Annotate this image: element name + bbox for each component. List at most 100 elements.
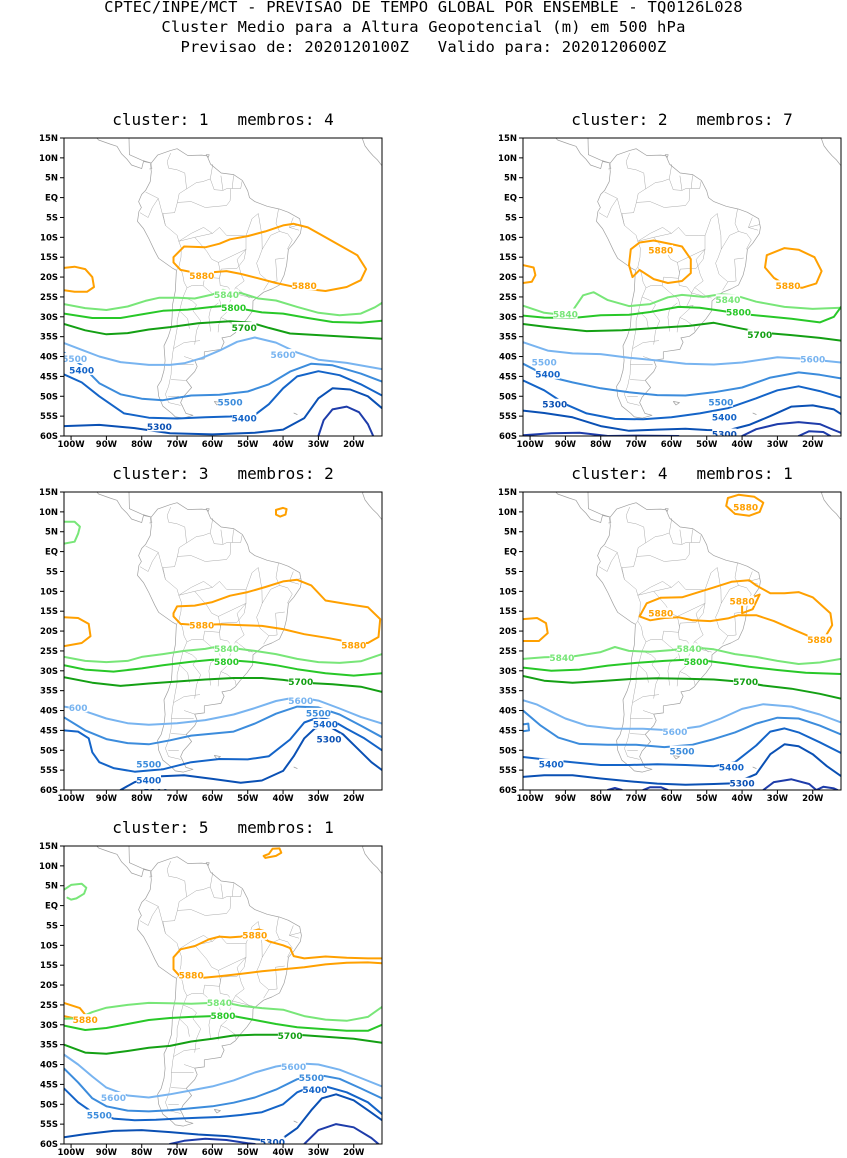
- country-border: [186, 872, 214, 898]
- geopotential-contour: [257, 934, 382, 960]
- lon-tick-label: 80W: [131, 1148, 153, 1158]
- contour-label: 5840: [549, 654, 574, 664]
- africa-coastline: [362, 492, 382, 521]
- contour-label-bg: [539, 758, 564, 769]
- country-border: [177, 188, 232, 208]
- contour-label: 5500: [708, 399, 733, 409]
- contour-label-bg: [726, 306, 751, 317]
- geopotential-contour: [762, 778, 818, 790]
- country-border: [183, 650, 197, 660]
- contour-label-bg: [64, 353, 87, 364]
- south-america-coastline: [137, 502, 302, 773]
- country-border: [608, 162, 612, 170]
- country-border: [721, 585, 739, 604]
- lat-tick-label: 50S: [40, 1100, 58, 1110]
- central-america-coastline: [96, 846, 152, 877]
- island-coastline: [148, 125, 155, 127]
- country-border: [149, 516, 153, 524]
- lat-tick-label: 30S: [40, 313, 58, 323]
- contour-label: 5600: [271, 351, 296, 361]
- country-border: [679, 175, 683, 191]
- lon-tick-label: 90W: [555, 794, 577, 804]
- lat-tick-label: 5S: [505, 213, 517, 223]
- geopotential-contour: [523, 699, 841, 732]
- contour-label: 5400: [535, 371, 560, 381]
- lat-tick-label: 25S: [499, 293, 517, 303]
- geopotential-contour: [64, 676, 382, 693]
- lat-tick-label: 20S: [40, 627, 58, 637]
- lat-tick-label: 35S: [40, 687, 58, 697]
- geopotential-contour: [523, 264, 537, 284]
- country-border: [289, 227, 300, 231]
- geopotential-contour: [169, 1137, 256, 1144]
- island-coastline: [664, 508, 669, 512]
- contour-label-bg: [553, 308, 578, 319]
- contour-label-bg: [232, 412, 257, 423]
- lon-tick-label: 20W: [802, 440, 824, 450]
- lon-tick-label: 30W: [308, 1148, 330, 1158]
- panel-title: cluster: 2 membros: 7: [571, 110, 793, 129]
- contour-label-bg: [729, 595, 755, 606]
- contour-label: 5800: [221, 304, 246, 314]
- country-border: [194, 213, 259, 238]
- lon-tick-label: 50W: [696, 440, 718, 450]
- lat-tick-label: EQ: [504, 548, 517, 558]
- geopotential-contour: [523, 722, 530, 733]
- geopotential-contour: [523, 362, 841, 397]
- contour-label: 5400: [539, 760, 564, 770]
- country-border: [624, 579, 680, 633]
- lon-tick-label: 50W: [237, 794, 259, 804]
- country-border: [632, 694, 660, 703]
- lon-tick-label: 90W: [555, 440, 577, 450]
- lat-tick-label: 55S: [40, 412, 58, 422]
- lat-tick-label: 10N: [39, 154, 58, 164]
- contour-label: 5700: [278, 1032, 303, 1042]
- contour-label: 5700: [232, 324, 257, 334]
- country-border: [178, 935, 213, 950]
- country-border: [637, 581, 672, 596]
- contour-label: 5500: [136, 760, 161, 770]
- lon-tick-label: 80W: [590, 794, 612, 804]
- country-border: [179, 1018, 190, 1037]
- south-america-coastline: [137, 856, 302, 1127]
- geopotential-contour: [64, 616, 92, 648]
- lat-tick-label: 10S: [499, 233, 517, 243]
- country-border: [275, 917, 293, 958]
- country-border: [217, 317, 222, 333]
- lon-tick-label: 40W: [272, 1148, 294, 1158]
- country-border: [262, 939, 280, 958]
- lon-tick-label: 60W: [661, 440, 683, 450]
- island-coastline: [583, 107, 621, 119]
- lat-tick-label: 40S: [40, 353, 58, 363]
- country-border: [748, 227, 759, 231]
- lon-tick-label: 90W: [96, 794, 118, 804]
- country-border: [669, 178, 702, 191]
- panel-cluster-1: cluster: 1 membros: 4 5880 5880 5840 5800 57…: [16, 110, 383, 450]
- contour-label-bg: [189, 619, 214, 630]
- lat-tick-label: 45S: [499, 726, 517, 736]
- contour-label-bg: [683, 656, 709, 667]
- contour-label: 5880: [648, 247, 673, 257]
- contour-label: 5500: [532, 358, 557, 368]
- country-border: [210, 178, 243, 191]
- contour-label-bg: [669, 745, 695, 756]
- country-border: [178, 581, 213, 596]
- contour-label-bg: [302, 1084, 328, 1095]
- country-border: [192, 658, 201, 699]
- geopotential-contour: [764, 247, 823, 289]
- country-border: [256, 567, 278, 637]
- island-coastline: [162, 473, 183, 480]
- country-border: [715, 213, 737, 283]
- lat-tick-label: 30S: [40, 1021, 58, 1031]
- contour-label-bg: [136, 774, 161, 785]
- lon-tick-label: 60W: [202, 794, 224, 804]
- geopotential-contour: [523, 305, 841, 324]
- lon-tick-label: 90W: [96, 1148, 118, 1158]
- country-border: [178, 227, 213, 242]
- country-border: [637, 241, 663, 289]
- island-coastline: [124, 461, 162, 473]
- lat-tick-label: 45S: [40, 1080, 58, 1090]
- lon-tick-label: 80W: [131, 794, 153, 804]
- country-border: [275, 563, 293, 604]
- contour-label: 5400: [712, 414, 737, 424]
